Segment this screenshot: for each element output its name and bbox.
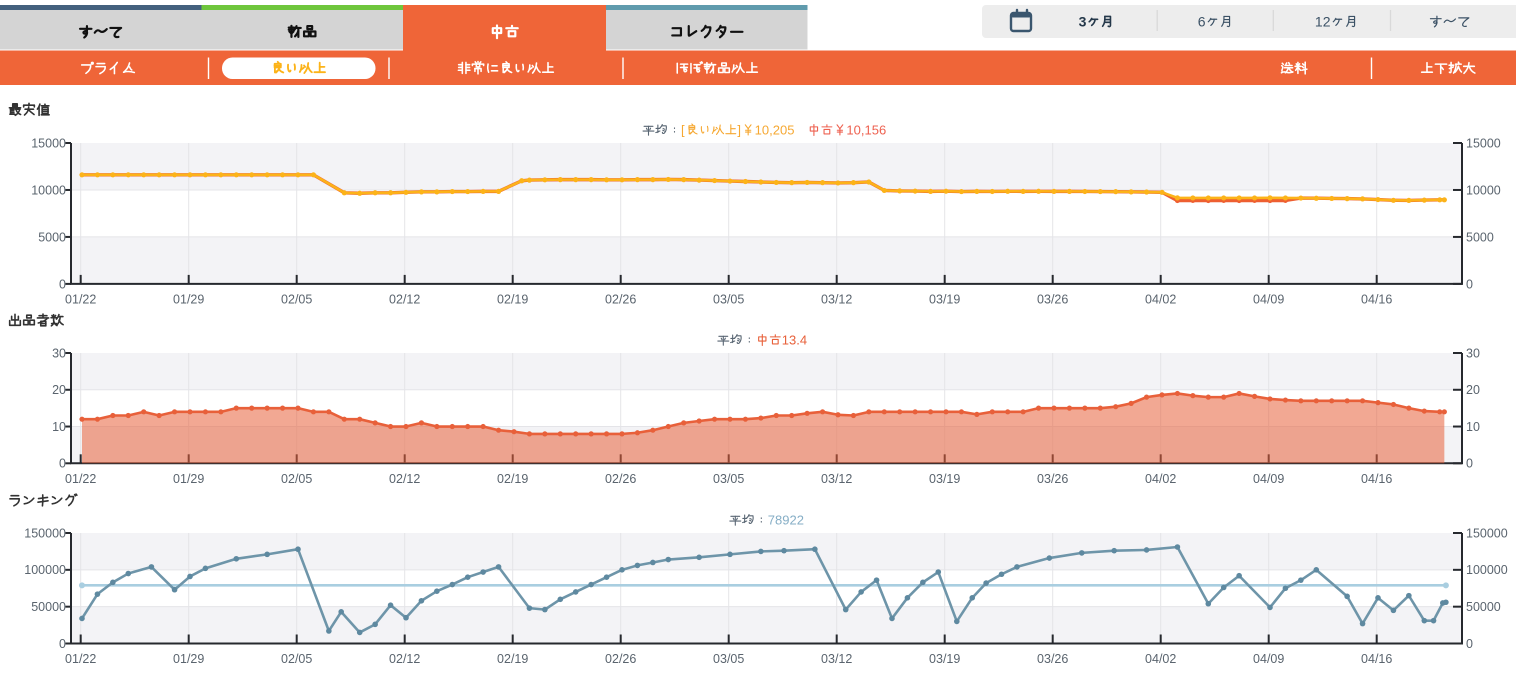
svg-text:10: 10: [52, 420, 66, 434]
svg-text:03/12: 03/12: [821, 652, 852, 666]
svg-text:15000: 15000: [1466, 136, 1501, 150]
svg-text:01/29: 01/29: [173, 472, 204, 486]
svg-text:02/05: 02/05: [281, 293, 312, 307]
svg-text:01/29: 01/29: [173, 652, 204, 666]
svg-text:03/19: 03/19: [929, 472, 960, 486]
svg-text:03/19: 03/19: [929, 293, 960, 307]
svg-text:03/12: 03/12: [821, 472, 852, 486]
svg-text:13.4: 13.4: [782, 333, 807, 348]
svg-text:02/26: 02/26: [605, 293, 636, 307]
svg-text:04/09: 04/09: [1253, 472, 1284, 486]
svg-text:10,205: 10,205: [755, 123, 795, 138]
svg-text:03/12: 03/12: [821, 293, 852, 307]
svg-text:02/26: 02/26: [605, 472, 636, 486]
svg-text:01/29: 01/29: [173, 293, 204, 307]
svg-text:10000: 10000: [31, 183, 66, 197]
svg-text:10,156: 10,156: [846, 123, 886, 138]
svg-text:01/22: 01/22: [65, 652, 96, 666]
svg-text:01/22: 01/22: [65, 472, 96, 486]
svg-text:02/12: 02/12: [389, 472, 420, 486]
svg-text:0: 0: [59, 637, 66, 651]
svg-text:0: 0: [59, 457, 66, 471]
svg-text:02/12: 02/12: [389, 652, 420, 666]
svg-text:03/05: 03/05: [713, 293, 744, 307]
svg-text:03/26: 03/26: [1037, 652, 1068, 666]
svg-text:03/05: 03/05: [713, 652, 744, 666]
svg-text:100000: 100000: [24, 563, 66, 577]
svg-text:10000: 10000: [1466, 183, 1501, 197]
svg-text:]: ]: [737, 123, 741, 138]
svg-text:0: 0: [1466, 637, 1473, 651]
svg-text:04/09: 04/09: [1253, 293, 1284, 307]
svg-text:30: 30: [52, 346, 66, 360]
svg-text:02/12: 02/12: [389, 293, 420, 307]
svg-text:50000: 50000: [31, 600, 66, 614]
svg-text:3: 3: [1079, 13, 1087, 29]
svg-text:04/16: 04/16: [1361, 652, 1392, 666]
svg-text:50000: 50000: [1466, 600, 1501, 614]
svg-text:12: 12: [1315, 13, 1331, 29]
svg-text:5000: 5000: [38, 230, 66, 244]
svg-text:150000: 150000: [1466, 526, 1508, 540]
svg-text:02/26: 02/26: [605, 652, 636, 666]
svg-text:[: [: [681, 123, 685, 138]
svg-text:04/16: 04/16: [1361, 293, 1392, 307]
svg-text:04/02: 04/02: [1145, 472, 1176, 486]
svg-text:6: 6: [1198, 13, 1206, 29]
svg-text:150000: 150000: [24, 526, 66, 540]
svg-text:5000: 5000: [1466, 230, 1494, 244]
svg-text:20: 20: [52, 383, 66, 397]
svg-text:10: 10: [1466, 420, 1480, 434]
svg-text:03/19: 03/19: [929, 652, 960, 666]
svg-text:02/05: 02/05: [281, 472, 312, 486]
svg-text:03/05: 03/05: [713, 472, 744, 486]
svg-text:78922: 78922: [768, 513, 804, 528]
svg-text:0: 0: [1466, 277, 1473, 291]
svg-text:0: 0: [1466, 457, 1473, 471]
svg-text:04/02: 04/02: [1145, 293, 1176, 307]
svg-text:01/22: 01/22: [65, 293, 96, 307]
svg-text:04/16: 04/16: [1361, 472, 1392, 486]
svg-text:04/09: 04/09: [1253, 652, 1284, 666]
svg-text:02/19: 02/19: [497, 472, 528, 486]
svg-text:04/02: 04/02: [1145, 652, 1176, 666]
svg-text:03/26: 03/26: [1037, 293, 1068, 307]
svg-text:15000: 15000: [31, 136, 66, 150]
svg-text:02/05: 02/05: [281, 652, 312, 666]
svg-text:0: 0: [59, 277, 66, 291]
svg-text:30: 30: [1466, 346, 1480, 360]
svg-text:20: 20: [1466, 383, 1480, 397]
svg-text:100000: 100000: [1466, 563, 1508, 577]
svg-text:02/19: 02/19: [497, 293, 528, 307]
svg-text:03/26: 03/26: [1037, 472, 1068, 486]
svg-text:02/19: 02/19: [497, 652, 528, 666]
